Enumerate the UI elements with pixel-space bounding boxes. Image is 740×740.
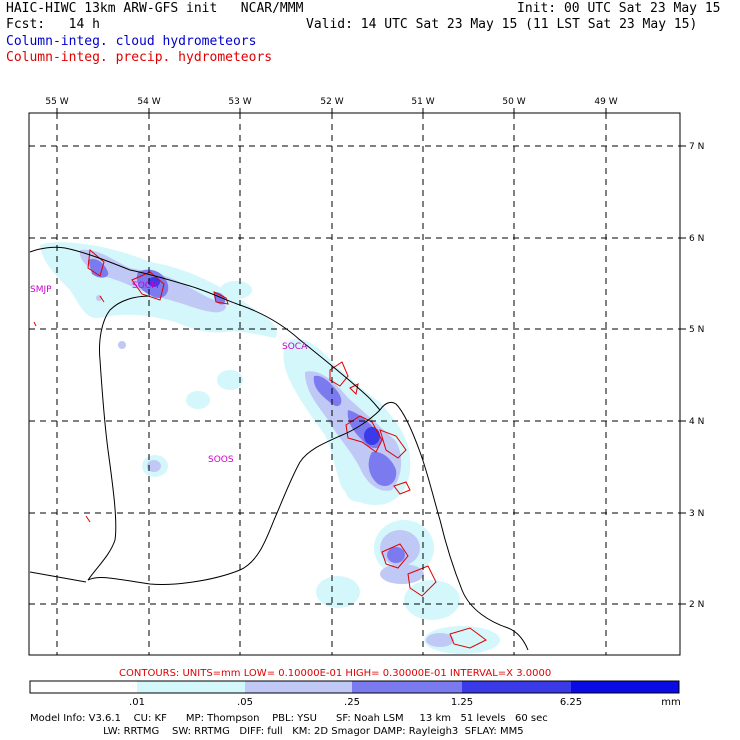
field-cloud-label: Column-integ. cloud hydrometeors (6, 34, 257, 49)
lat-label: 6 N (689, 234, 704, 244)
lon-labels: 55 W 54 W 53 W 52 W 51 W 50 W 49 W (45, 97, 617, 107)
colorbar (29, 680, 680, 694)
colorbar-unit: mm (661, 697, 680, 708)
lon-label: 50 W (502, 97, 525, 107)
precip-contours (33, 249, 487, 649)
map-frame (28, 112, 681, 656)
colorbar-tick: .25 (344, 697, 360, 708)
colorbar-segment (352, 681, 462, 693)
model-info-line1: Model Info: V3.6.1 CU: KF MP: Thompson P… (30, 713, 548, 724)
lat-lon-grid (29, 113, 680, 655)
lat-label: 2 N (689, 600, 704, 610)
coastlines (29, 246, 529, 651)
lon-label: 53 W (228, 97, 251, 107)
colorbar-segment (137, 681, 245, 693)
colorbar-tick: .01 (129, 697, 145, 708)
colorbar-segment (462, 681, 571, 693)
station-label: SMJP (30, 285, 52, 295)
station-label: SOCM (132, 281, 159, 291)
colorbar-segment (30, 681, 137, 693)
lat-label: 5 N (689, 325, 704, 335)
lat-labels: 7 N 6 N 5 N 4 N 3 N 2 N (689, 142, 704, 610)
tick-marks (56, 108, 686, 605)
station-label: SOOS (208, 455, 234, 465)
lon-label: 55 W (45, 97, 68, 107)
colorbar-segment (245, 681, 352, 693)
field-precip-label: Column-integ. precip. hydrometeors (6, 50, 273, 65)
cloud-shading (40, 242, 500, 654)
colorbar-ticks: .01 .05 .25 1.25 6.25 mm (129, 697, 681, 708)
contour-info: CONTOURS: UNITS=mm LOW= 0.10000E-01 HIGH… (119, 668, 551, 679)
forecast-hour: Fcst: 14 h (6, 17, 100, 32)
lon-label: 51 W (411, 97, 434, 107)
title-left: HAIC-HIWC 13km ARW-GFS init NCAR/MMM (6, 1, 304, 16)
lat-label: 4 N (689, 417, 704, 427)
colorbar-tick: 1.25 (451, 697, 473, 708)
valid-time: Valid: 14 UTC Sat 23 May 15 (11 LST Sat … (306, 17, 698, 32)
lon-label: 54 W (137, 97, 160, 107)
station-label: SOCA (282, 342, 308, 352)
colorbar-tick: 6.25 (560, 697, 582, 708)
station-labels: SMJP SOCM SOCA SOOS (30, 281, 308, 465)
colorbar-segment (571, 681, 679, 693)
colorbar-tick: .05 (237, 697, 253, 708)
lon-label: 52 W (320, 97, 343, 107)
lat-label: 7 N (689, 142, 704, 152)
init-time: Init: 00 UTC Sat 23 May 15 (517, 1, 721, 16)
colorbar-frame (29, 680, 680, 694)
lat-label: 3 N (689, 509, 704, 519)
lon-label: 49 W (594, 97, 617, 107)
model-info-line2: LW: RRTMG SW: RRTMG DIFF: full KM: 2D Sm… (30, 726, 524, 737)
